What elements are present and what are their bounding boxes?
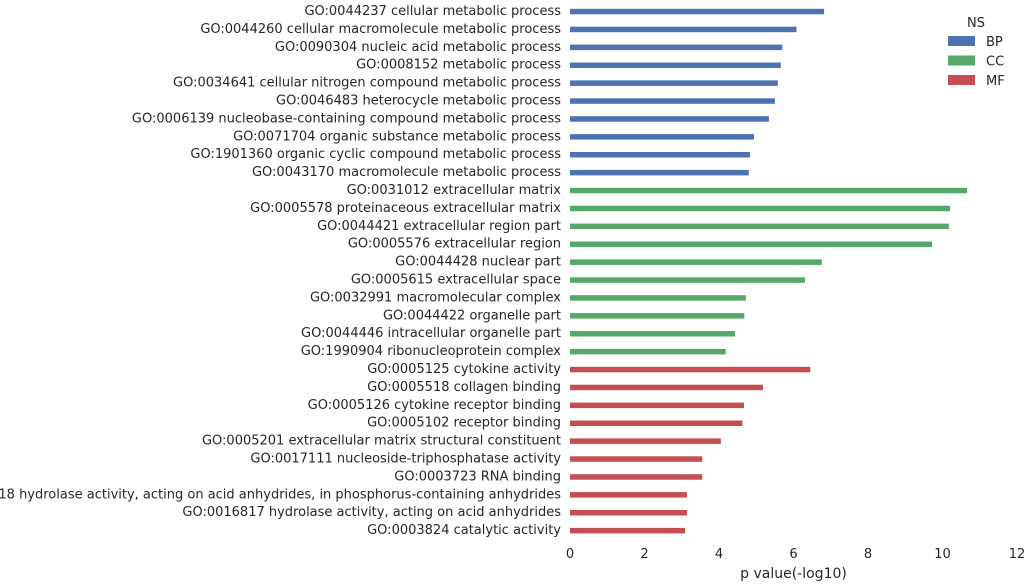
bar-cc xyxy=(570,331,736,337)
category-label: GO:0005518 collagen binding xyxy=(367,380,561,395)
bar-bp xyxy=(570,8,825,15)
x-tick-label: 10 xyxy=(934,547,951,562)
legend-title: NS xyxy=(967,16,985,31)
category-label: GO:0032991 macromolecular complex xyxy=(310,290,561,305)
category-label: GO:0044260 cellular macromolecule metabo… xyxy=(200,22,561,37)
category-label: GO:0046483 heterocycle metabolic process xyxy=(276,94,561,109)
bars xyxy=(570,8,968,534)
legend-swatch-bp xyxy=(948,36,975,46)
category-label: GO:0031012 extracellular matrix xyxy=(347,183,562,198)
bar-cc xyxy=(570,259,822,265)
bar-cc xyxy=(570,205,950,212)
category-label: GO:0005201 extracellular matrix structur… xyxy=(202,434,561,449)
category-label: GO:0003824 catalytic activity xyxy=(367,523,561,538)
bar-cc xyxy=(570,348,726,355)
category-label: GO:0071704 organic substance metabolic p… xyxy=(233,129,561,144)
bar-bp xyxy=(570,116,769,122)
x-axis: 0 2 4 6 8 10 12 xyxy=(566,547,1025,562)
bar-mf xyxy=(570,474,703,480)
category-label: GO:0044428 nuclear part xyxy=(395,255,561,270)
category-label: GO:1990904 ribonucleoprotein complex xyxy=(301,344,562,359)
legend-label: BP xyxy=(986,35,1003,50)
category-label: GO:0005102 receptor binding xyxy=(367,416,561,431)
bar-mf xyxy=(570,456,703,462)
x-tick-label: 8 xyxy=(864,547,872,562)
bar-mf xyxy=(570,510,687,516)
x-tick-label: 2 xyxy=(640,547,648,562)
bar-bp xyxy=(570,169,749,176)
bar-mf xyxy=(570,366,811,373)
category-label: GO:0005576 extracellular region xyxy=(348,237,561,252)
category-label: GO:0005125 cytokine activity xyxy=(367,362,561,377)
category-label: GO:0003723 RNA binding xyxy=(394,469,561,484)
bar-cc xyxy=(570,277,806,283)
legend-label: CC xyxy=(986,55,1004,70)
bar-bp xyxy=(570,152,750,158)
bar-cc xyxy=(570,241,933,247)
bar-cc xyxy=(570,187,968,194)
bar-mf xyxy=(570,384,763,391)
x-axis-label: p value(-log10) xyxy=(740,566,847,582)
category-label: GO:0044446 intracellular organelle part xyxy=(301,326,561,341)
bar-cc xyxy=(570,313,745,319)
legend-swatch-cc xyxy=(948,55,975,66)
x-tick-label: 6 xyxy=(789,547,797,562)
bar-mf xyxy=(570,438,721,444)
legend-label: MF xyxy=(986,74,1005,89)
legend-swatch-mf xyxy=(948,75,975,85)
category-label: GO:0005615 extracellular space xyxy=(351,273,561,288)
category-label: GO:0005126 cytokine receptor binding xyxy=(308,398,561,413)
x-tick-label: 0 xyxy=(566,547,574,562)
category-label: GO:0044421 extracellular region part xyxy=(317,219,561,234)
category-label: GO:0017111 nucleoside-triphosphatase act… xyxy=(250,452,561,467)
bar-bp xyxy=(570,26,797,33)
bar-mf xyxy=(570,492,687,498)
bar-mf xyxy=(570,527,686,534)
bar-cc xyxy=(570,295,746,301)
bar-cc xyxy=(570,223,949,230)
bar-bp xyxy=(570,44,783,51)
category-label: GO:0016818 hydrolase activity, acting on… xyxy=(0,487,561,502)
x-tick-label: 4 xyxy=(715,547,723,562)
bar-mf xyxy=(570,402,744,409)
category-label: GO:0034641 cellular nitrogen compound me… xyxy=(173,76,561,91)
category-label: GO:0044237 cellular metabolic process xyxy=(304,4,561,19)
category-label: GO:0005578 proteinaceous extracellular m… xyxy=(250,201,561,216)
legend: NS BP CC MF xyxy=(948,16,1005,89)
category-label: GO:0008152 metabolic process xyxy=(356,58,561,73)
x-tick-label: 12 xyxy=(1009,547,1026,562)
category-labels: GO:0044237 cellular metabolic process GO:… xyxy=(0,4,561,538)
bar-bp xyxy=(570,98,775,104)
bar-bp xyxy=(570,62,781,68)
category-label: GO:1901360 organic cyclic compound metab… xyxy=(190,147,561,162)
bar-mf xyxy=(570,420,743,426)
category-label: GO:0044422 organelle part xyxy=(383,308,561,323)
category-label: GO:0090304 nucleic acid metabolic proces… xyxy=(275,40,561,55)
category-label: GO:0006139 nucleobase-containing compoun… xyxy=(132,111,561,126)
category-label: GO:0016817 hydrolase activity, acting on… xyxy=(182,505,561,520)
category-label: GO:0043170 macromolecule metabolic proce… xyxy=(252,165,561,180)
bar-bp xyxy=(570,80,778,86)
bar-bp xyxy=(570,134,755,140)
